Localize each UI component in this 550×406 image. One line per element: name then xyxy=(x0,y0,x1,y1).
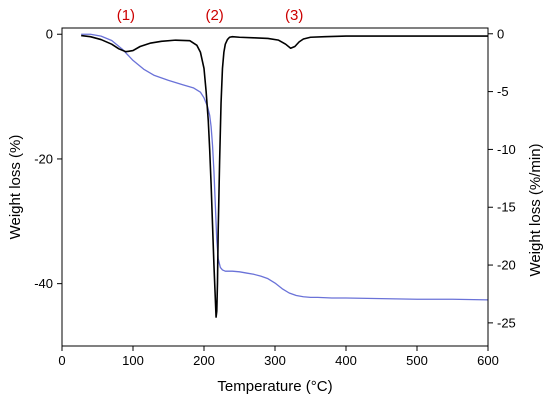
x-tick-label: 300 xyxy=(264,353,286,368)
x-tick-label: 0 xyxy=(58,353,65,368)
left-tick-label: -40 xyxy=(34,276,53,291)
x-axis-ticks: 0 100 200 300 400 500 600 xyxy=(58,346,499,368)
right-tick-label: -10 xyxy=(497,142,516,157)
x-tick-label: 200 xyxy=(193,353,215,368)
rate-curve-line xyxy=(81,34,488,318)
x-tick-label: 600 xyxy=(477,353,499,368)
right-tick-label: -15 xyxy=(497,200,516,215)
stage-label: (2) xyxy=(205,7,223,24)
left-tick-label: -20 xyxy=(34,151,53,166)
series-layer xyxy=(81,33,489,318)
stage-label: (3) xyxy=(285,7,303,24)
right-tick-label: -5 xyxy=(497,84,509,99)
weight-curve-line xyxy=(81,33,489,301)
stage-labels: (1) (2) (3) xyxy=(117,7,304,24)
right-axis-title: Weight loss (%/min) xyxy=(527,143,544,276)
right-tick-label: -20 xyxy=(497,258,516,273)
right-tick-label: 0 xyxy=(497,26,504,41)
left-axis-title: Weight loss (%) xyxy=(7,135,24,240)
x-tick-label: 400 xyxy=(335,353,357,368)
axes xyxy=(61,27,489,347)
left-tick-label: 0 xyxy=(46,27,53,42)
right-tick-label: -25 xyxy=(497,315,516,330)
x-axis-title: Temperature (°C) xyxy=(217,378,332,395)
x-tick-label: 100 xyxy=(122,353,144,368)
left-axis-ticks: 0 -20 -40 xyxy=(34,27,62,291)
plot-frame xyxy=(61,27,489,347)
right-axis-ticks: 0 -5 -10 -15 -20 -25 xyxy=(488,26,516,330)
x-tick-label: 500 xyxy=(406,353,428,368)
stage-label: (1) xyxy=(117,7,135,24)
